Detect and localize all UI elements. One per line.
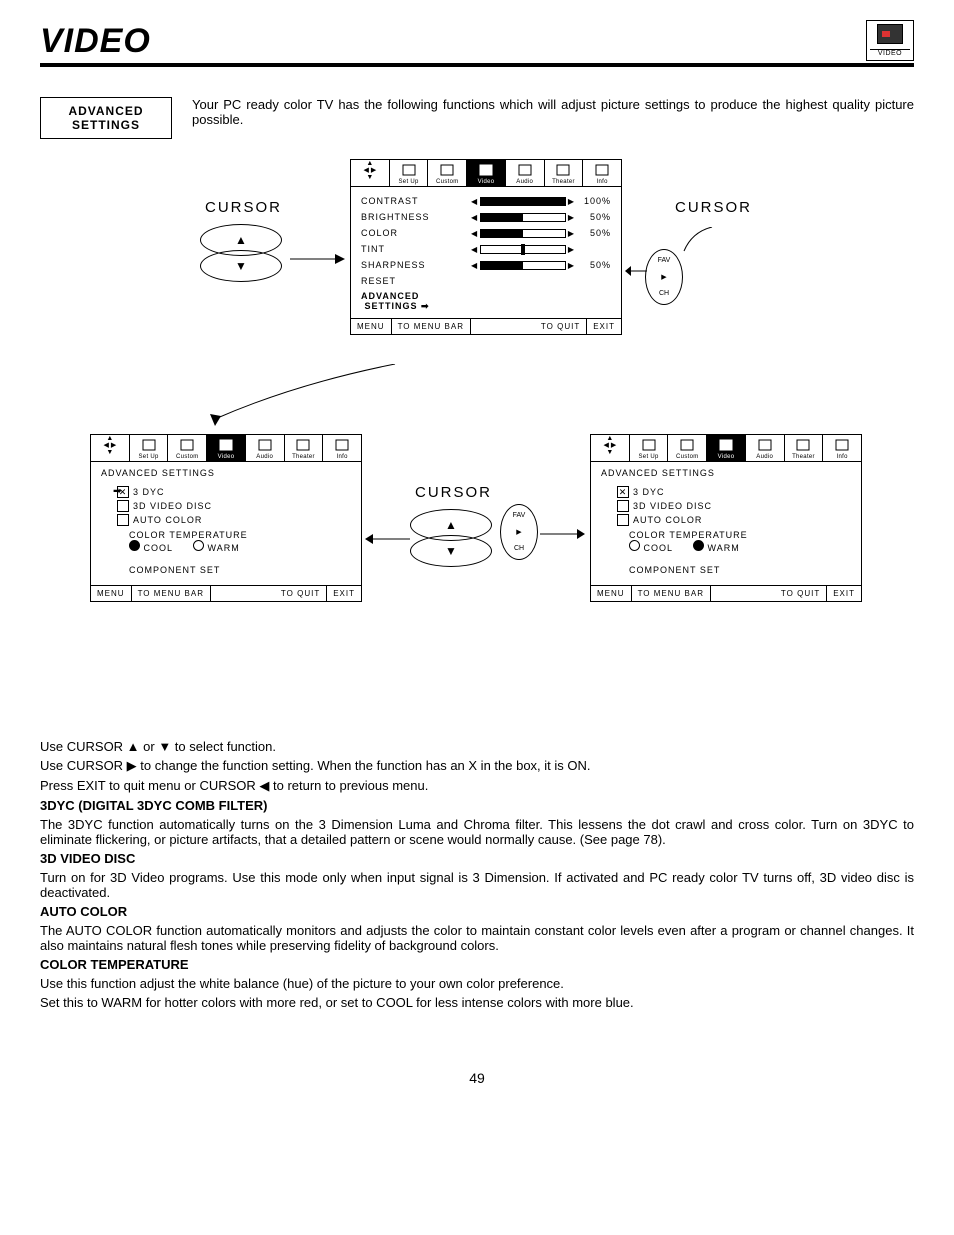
menu-item-info[interactable]: Info	[823, 435, 861, 461]
menu-item-theater[interactable]: Theater	[545, 160, 584, 186]
cursor-label: CURSOR	[205, 199, 282, 216]
page-number: 49	[40, 1070, 914, 1086]
footer-toquit[interactable]: TO QUIT	[775, 586, 827, 601]
page-title: VIDEO	[40, 22, 151, 61]
menu-item-video[interactable]: Video	[707, 435, 746, 461]
remote-fav-ch-button[interactable]: FAV▶CH	[500, 504, 538, 560]
warm-radio[interactable]	[693, 540, 704, 551]
footer-toquit[interactable]: TO QUIT	[535, 319, 587, 334]
menu-item-audio[interactable]: Audio	[246, 435, 285, 461]
section-heading: 3DYC (DIGITAL 3DYC COMB FILTER)	[40, 798, 914, 813]
setting-row-color[interactable]: COLOR◀▶50%	[361, 225, 611, 241]
footer-tomenu[interactable]: TO MENU BAR	[132, 586, 211, 601]
adv-item-3-dyc[interactable]: ✕3 DYC	[117, 486, 351, 498]
color-temp-label: COLOR TEMPERATURE	[129, 530, 351, 540]
section-heading: AUTO COLOR	[40, 904, 914, 919]
menu-item-custom[interactable]: Custom	[168, 435, 207, 461]
adv-item-3-dyc[interactable]: ✕3 DYC	[617, 486, 851, 498]
setting-row-brightness[interactable]: BRIGHTNESS◀▶50%	[361, 209, 611, 225]
menu-item-custom[interactable]: Custom	[668, 435, 707, 461]
section-body: Turn on for 3D Video programs. Use this …	[40, 870, 914, 900]
menu-item-info[interactable]: Info	[583, 160, 621, 186]
nav-arrows-icon: ▲◀ ▶▼	[591, 435, 630, 461]
component-set[interactable]: COMPONENT SET	[129, 565, 351, 575]
footer-exit[interactable]: EXIT	[327, 586, 361, 601]
setting-row-sharpness[interactable]: SHARPNESS◀▶50%	[361, 257, 611, 273]
menu-item-theater[interactable]: Theater	[285, 435, 324, 461]
cursor-label: CURSOR	[415, 484, 492, 501]
adv-item-auto-color[interactable]: AUTO COLOR	[617, 514, 851, 526]
remote-fav-ch-button[interactable]: FAV▶CH	[645, 249, 683, 305]
footer-exit[interactable]: EXIT	[587, 319, 621, 334]
footer-exit[interactable]: EXIT	[827, 586, 861, 601]
section-heading: 3D VIDEO DISC	[40, 851, 914, 866]
advanced-settings-box: ADVANCED SETTINGS	[40, 97, 172, 139]
menu-item-custom[interactable]: Custom	[428, 160, 467, 186]
nav-arrows-icon: ▲◀ ▶▼	[351, 160, 390, 186]
color-temp-label: COLOR TEMPERATURE	[629, 530, 851, 540]
footer-menu[interactable]: MENU	[351, 319, 392, 334]
section-heading: COLOR TEMPERATURE	[40, 957, 914, 972]
advanced-panel-left: ▲◀ ▶▼ Set UpCustomVideoAudioTheaterInfo …	[90, 434, 362, 602]
menu-item-audio[interactable]: Audio	[506, 160, 545, 186]
component-set[interactable]: COMPONENT SET	[629, 565, 851, 575]
menu-item-audio[interactable]: Audio	[746, 435, 785, 461]
menu-item-video[interactable]: Video	[207, 435, 246, 461]
section-body: The 3DYC function automatically turns on…	[40, 817, 914, 847]
reset-row[interactable]: RESET	[361, 273, 611, 289]
remote-up-down-button[interactable]: ▲ ▼	[410, 509, 492, 567]
adv-heading: ADVANCED SETTINGS	[601, 468, 851, 478]
menu-item-setup[interactable]: Set Up	[390, 160, 429, 186]
menu-item-video[interactable]: Video	[467, 160, 506, 186]
advanced-panel-right: ▲◀ ▶▼ Set UpCustomVideoAudioTheaterInfo …	[590, 434, 862, 602]
footer-menu[interactable]: MENU	[591, 586, 632, 601]
section-body: Use this function adjust the white balan…	[40, 976, 914, 991]
setting-row-tint[interactable]: TINT◀▶	[361, 241, 611, 257]
footer-menu[interactable]: MENU	[91, 586, 132, 601]
adv-item-3d-video-disc[interactable]: 3D VIDEO DISC	[617, 500, 851, 512]
footer-tomenu[interactable]: TO MENU BAR	[632, 586, 711, 601]
video-settings-panel: ▲◀ ▶▼ Set UpCustomVideoAudioTheaterInfo …	[350, 159, 622, 335]
adv-item-auto-color[interactable]: AUTO COLOR	[117, 514, 351, 526]
cursor-label: CURSOR	[675, 199, 752, 216]
adv-heading: ADVANCED SETTINGS	[101, 468, 351, 478]
advanced-settings-row[interactable]: ADVANCED SETTINGS ➡	[361, 291, 611, 312]
instruction-line: Use CURSOR ▲ or ▼ to select function.	[40, 739, 914, 754]
menu-item-info[interactable]: Info	[323, 435, 361, 461]
remote-up-button[interactable]: ▲ ▼	[200, 224, 282, 282]
menu-item-theater[interactable]: Theater	[785, 435, 824, 461]
intro-text: Your PC ready color TV has the following…	[192, 97, 914, 127]
instruction-line: Press EXIT to quit menu or CURSOR ◀ to r…	[40, 778, 914, 794]
menu-item-setup[interactable]: Set Up	[630, 435, 669, 461]
section-body: Set this to WARM for hotter colors with …	[40, 995, 914, 1010]
instruction-line: Use CURSOR ▶ to change the function sett…	[40, 758, 914, 774]
cool-radio[interactable]	[629, 540, 640, 551]
section-body: The AUTO COLOR function automatically mo…	[40, 923, 914, 953]
footer-toquit[interactable]: TO QUIT	[275, 586, 327, 601]
nav-arrows-icon: ▲◀ ▶▼	[91, 435, 130, 461]
setting-row-contrast[interactable]: CONTRAST◀▶100%	[361, 193, 611, 209]
footer-tomenu[interactable]: TO MENU BAR	[392, 319, 471, 334]
menu-bar: ▲◀ ▶▼ Set UpCustomVideoAudioTheaterInfo	[351, 160, 621, 187]
warm-radio[interactable]	[193, 540, 204, 551]
section-icon: VIDEO	[866, 20, 914, 61]
selection-arrow-icon: ➡	[113, 486, 121, 497]
cool-radio[interactable]	[129, 540, 140, 551]
menu-item-setup[interactable]: Set Up	[130, 435, 169, 461]
adv-item-3d-video-disc[interactable]: 3D VIDEO DISC	[117, 500, 351, 512]
